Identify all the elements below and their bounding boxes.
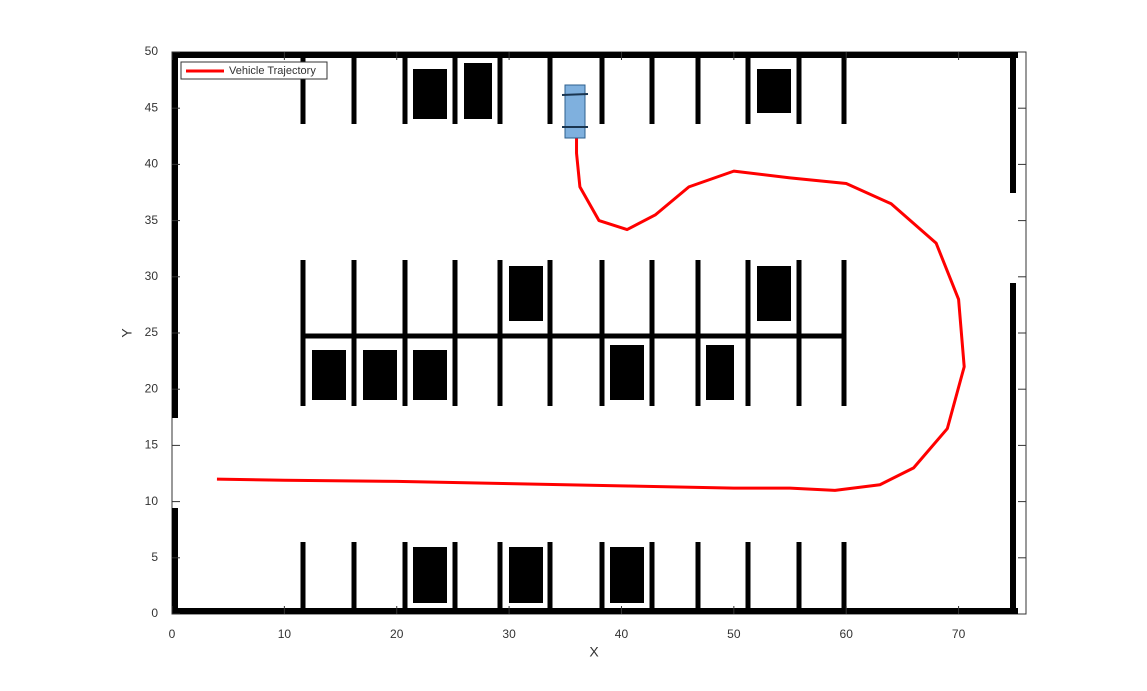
y-axis-label: Y bbox=[119, 328, 135, 338]
legend-label: Vehicle Trajectory bbox=[229, 65, 316, 77]
y-tick-label: 50 bbox=[145, 44, 159, 58]
y-tick-label: 10 bbox=[145, 494, 159, 508]
x-tick-label: 0 bbox=[169, 627, 176, 641]
parked-car bbox=[413, 350, 447, 400]
parked-car bbox=[610, 547, 644, 603]
ego-vehicle bbox=[561, 84, 589, 139]
x-tick-label: 40 bbox=[615, 627, 629, 641]
x-tick-label: 30 bbox=[502, 627, 516, 641]
x-tick-label: 10 bbox=[278, 627, 292, 641]
parked-car bbox=[706, 345, 734, 400]
parked-car bbox=[312, 350, 346, 400]
y-tick-label: 35 bbox=[145, 213, 159, 227]
x-tick-label: 50 bbox=[727, 627, 741, 641]
x-tick-label: 70 bbox=[952, 627, 966, 641]
y-tick-label: 45 bbox=[145, 100, 159, 114]
legend-box bbox=[180, 61, 328, 80]
parked-car bbox=[757, 266, 791, 321]
vehicle-axle bbox=[561, 93, 589, 96]
parked-car bbox=[757, 69, 791, 113]
parked-car bbox=[363, 350, 397, 400]
y-tick-label: 20 bbox=[145, 381, 159, 395]
x-tick-label: 20 bbox=[390, 627, 404, 641]
legend: Vehicle Trajectory bbox=[180, 61, 328, 80]
x-tick-label: 60 bbox=[840, 627, 854, 641]
vehicle-body bbox=[564, 84, 586, 139]
parking-lot bbox=[172, 52, 1018, 614]
y-tick-label: 0 bbox=[151, 606, 158, 620]
x-axis-label: X bbox=[589, 644, 599, 660]
parked-car bbox=[413, 547, 447, 603]
y-tick-label: 25 bbox=[145, 325, 159, 339]
y-tick-label: 5 bbox=[151, 550, 158, 564]
trajectory-line bbox=[216, 125, 966, 492]
y-tick-label: 30 bbox=[145, 269, 159, 283]
parked-car bbox=[509, 547, 543, 603]
y-tick-label: 40 bbox=[145, 157, 159, 171]
parked-car bbox=[610, 345, 644, 400]
plot-area bbox=[216, 125, 966, 492]
parked-car bbox=[464, 63, 492, 119]
y-tick-label: 15 bbox=[145, 438, 159, 452]
dividers bbox=[300, 57, 847, 610]
parked-car bbox=[509, 266, 543, 321]
parked-car bbox=[413, 69, 447, 119]
